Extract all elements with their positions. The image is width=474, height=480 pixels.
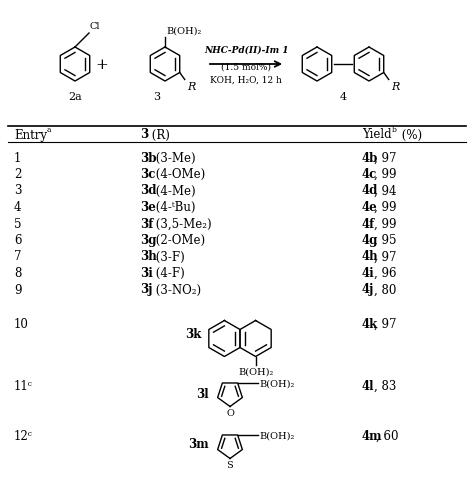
Text: 4l: 4l <box>362 379 374 392</box>
Text: , 95: , 95 <box>374 233 396 247</box>
Text: B(OH)₂: B(OH)₂ <box>166 27 201 36</box>
Text: , 96: , 96 <box>374 266 396 279</box>
Text: (3-NO₂): (3-NO₂) <box>152 283 201 296</box>
Text: NHC-Pd(II)-Im 1: NHC-Pd(II)-Im 1 <box>204 46 288 55</box>
Text: 3h: 3h <box>140 250 157 263</box>
Text: , 80: , 80 <box>374 283 396 296</box>
Text: 9: 9 <box>14 283 21 296</box>
Text: 11ᶜ: 11ᶜ <box>14 379 33 392</box>
Text: Entry: Entry <box>14 128 47 141</box>
Text: , 99: , 99 <box>374 217 396 230</box>
Text: 3: 3 <box>154 92 161 102</box>
Text: (4-ᵗBu): (4-ᵗBu) <box>152 201 195 214</box>
Text: , 97: , 97 <box>374 317 396 330</box>
Text: (%): (%) <box>398 128 422 141</box>
Text: 4: 4 <box>14 201 21 214</box>
Text: R: R <box>187 83 195 92</box>
Text: 3e: 3e <box>140 201 156 214</box>
Text: 4c: 4c <box>362 168 377 180</box>
Text: (R): (R) <box>148 128 170 141</box>
Text: O: O <box>226 408 234 418</box>
Text: 6: 6 <box>14 233 21 247</box>
Text: 4e: 4e <box>362 201 378 214</box>
Text: 7: 7 <box>14 250 21 263</box>
Text: b: b <box>392 126 397 134</box>
Text: 4b: 4b <box>362 151 378 164</box>
Text: 3b: 3b <box>140 151 156 164</box>
Text: , 97: , 97 <box>374 151 396 164</box>
Text: 2a: 2a <box>68 92 82 102</box>
Text: (4-Me): (4-Me) <box>152 184 195 197</box>
Text: 8: 8 <box>14 266 21 279</box>
Text: S: S <box>227 460 233 469</box>
Text: (1.5 mol%): (1.5 mol%) <box>221 63 271 72</box>
Text: 4k: 4k <box>362 317 378 330</box>
Text: 4j: 4j <box>362 283 374 296</box>
Text: , 94: , 94 <box>374 184 396 197</box>
Text: 3m: 3m <box>188 437 209 450</box>
Text: KOH, H₂O, 12 h: KOH, H₂O, 12 h <box>210 76 282 85</box>
Text: , 99: , 99 <box>374 201 396 214</box>
Text: R: R <box>391 83 399 92</box>
Text: 10: 10 <box>14 317 29 330</box>
Text: Cl: Cl <box>90 22 100 31</box>
Text: 3i: 3i <box>140 266 153 279</box>
Text: (3,5-Me₂): (3,5-Me₂) <box>152 217 211 230</box>
Text: 4f: 4f <box>362 217 375 230</box>
Text: +: + <box>96 58 109 72</box>
Text: 4: 4 <box>339 92 346 102</box>
Text: 4i: 4i <box>362 266 375 279</box>
Text: 5: 5 <box>14 217 21 230</box>
Text: 2: 2 <box>14 168 21 180</box>
Text: (3-F): (3-F) <box>152 250 184 263</box>
Text: 3: 3 <box>140 128 148 141</box>
Text: (3-Me): (3-Me) <box>152 151 195 164</box>
Text: 4m: 4m <box>362 429 383 442</box>
Text: 3g: 3g <box>140 233 156 247</box>
Text: 3c: 3c <box>140 168 155 180</box>
Text: 3k: 3k <box>185 327 201 340</box>
Text: 1: 1 <box>14 151 21 164</box>
Text: 3l: 3l <box>196 387 209 400</box>
Text: 4g: 4g <box>362 233 378 247</box>
Text: Yield: Yield <box>362 128 392 141</box>
Text: (2-OMe): (2-OMe) <box>152 233 205 247</box>
Text: 3j: 3j <box>140 283 153 296</box>
Text: , 83: , 83 <box>374 379 396 392</box>
Text: (4-OMe): (4-OMe) <box>152 168 205 180</box>
Text: 3f: 3f <box>140 217 154 230</box>
Text: B(OH)₂: B(OH)₂ <box>260 379 295 388</box>
Text: B(OH)₂: B(OH)₂ <box>238 367 273 376</box>
Text: B(OH)₂: B(OH)₂ <box>260 431 295 440</box>
Text: , 60: , 60 <box>376 429 399 442</box>
Text: 4d: 4d <box>362 184 378 197</box>
Text: , 97: , 97 <box>374 250 396 263</box>
Text: 4h: 4h <box>362 250 379 263</box>
Text: 3: 3 <box>14 184 21 197</box>
Text: (4-F): (4-F) <box>152 266 184 279</box>
Text: 12ᶜ: 12ᶜ <box>14 429 33 442</box>
Text: 3d: 3d <box>140 184 156 197</box>
Text: a: a <box>47 126 52 134</box>
Text: , 99: , 99 <box>374 168 396 180</box>
